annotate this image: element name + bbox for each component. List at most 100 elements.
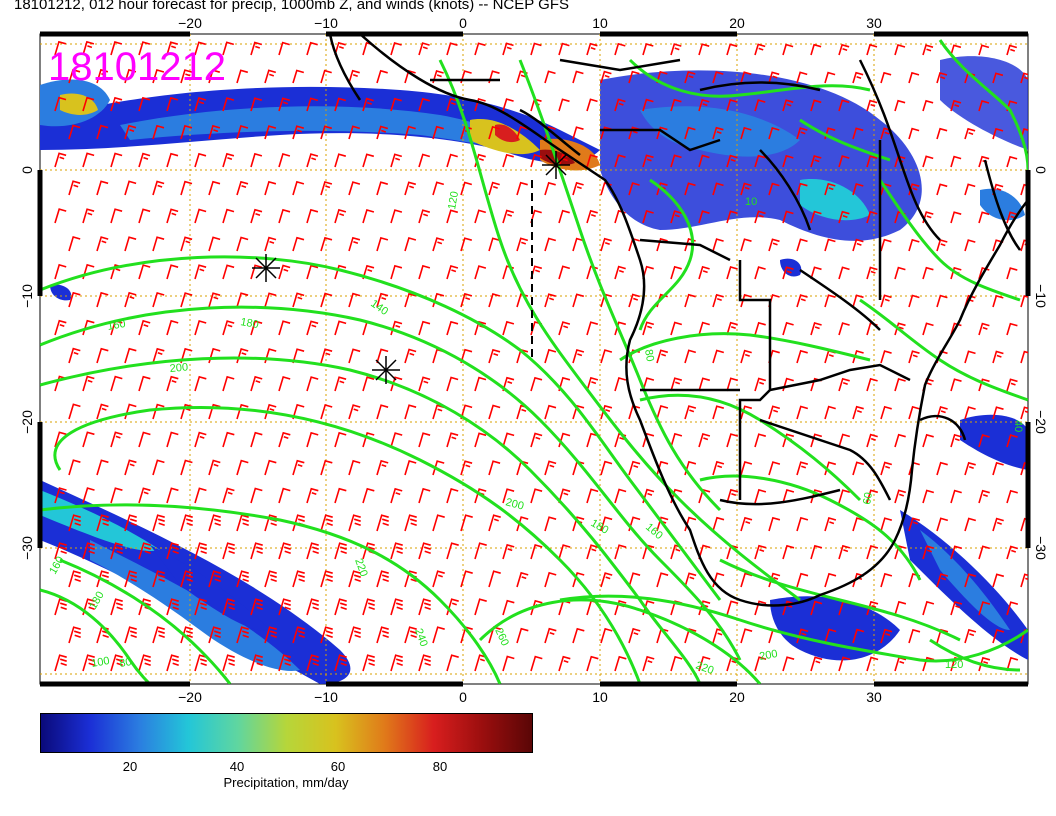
asterisk-marker [372,356,400,384]
wind-barb [810,433,823,448]
wind-barb [796,461,809,476]
wind-barb [334,542,347,560]
wind-barb [866,43,878,56]
wind-barb [334,264,347,280]
wind-barb [320,125,333,140]
wind-barb [572,126,584,140]
wind-barb [558,544,571,560]
wind-barb [362,598,375,616]
wind-barb [824,628,837,644]
wind-barb [852,350,864,364]
wind-barb [726,210,738,224]
wind-barb [670,98,682,112]
wind-barb [558,42,570,56]
wind-barb [138,431,151,448]
wind-barb [698,544,711,560]
wind-barb [908,127,920,140]
wind-barb [292,459,305,476]
wind-barb [68,124,81,140]
wind-barb [68,459,81,476]
wind-barb [922,266,934,280]
wind-barb [642,210,654,224]
y-right-label: 0 [1033,166,1049,174]
wind-barb [1020,573,1028,588]
wind-barb [166,598,179,616]
wind-barb [530,655,543,672]
x-bottom-label: 10 [592,689,608,705]
wind-barb [54,40,67,56]
wind-barb [376,69,388,84]
wind-barb [558,98,570,112]
wind-barb [726,99,738,112]
wind-barb [110,542,123,560]
wind-barb [866,545,879,560]
wind-barb [82,542,95,560]
wind-barb [698,154,710,168]
wind-barb [992,72,1004,84]
wind-barb [586,376,599,392]
wind-barb [292,626,305,644]
wind-barb [96,459,109,476]
wind-barb [628,460,641,476]
wind-barb [222,41,235,56]
wind-barb [348,404,361,420]
wind-barb [222,654,235,672]
wind-barb [110,431,123,448]
wind-barb [684,572,697,588]
wind-barb [152,403,165,420]
wind-barb [978,100,990,112]
wind-barb [208,236,221,252]
wind-barb [1020,72,1028,84]
wind-barb [96,403,109,420]
wind-barb [306,264,319,280]
wind-barb [600,627,613,644]
wind-barb [194,41,207,56]
wind-barb [656,349,669,364]
wind-barb [320,348,333,364]
wind-barb [418,264,431,280]
wind-barb [530,209,542,224]
wind-barb [950,44,962,56]
wind-barb [768,238,780,252]
wind-barb [68,626,81,644]
wind-barb [82,654,95,672]
wind-barb [796,238,808,252]
wind-barb [572,181,584,196]
wind-barb [222,598,235,616]
wind-barb [54,208,67,224]
wind-barb [614,42,626,56]
wind-barb [726,266,738,280]
wind-barb [824,294,836,308]
wind-barb [180,292,193,308]
wind-barb [208,180,221,196]
wind-barb [852,517,865,532]
wind-barb [838,155,850,168]
wind-barb [950,601,963,616]
wind-barb [208,124,221,140]
wind-barb [656,572,669,588]
wind-barb [334,431,347,448]
wind-barb [68,68,81,84]
wind-barb [754,433,767,448]
colorbar-label: Precipitation, mm/day [223,775,349,790]
wind-barb [544,460,557,476]
wind-barb [544,571,557,588]
wind-barbs [54,40,1028,672]
wind-barb [978,601,991,616]
wind-barb [334,153,347,168]
wind-barb [628,126,640,140]
wind-barb [628,182,640,196]
wind-barb [642,655,655,672]
wind-barb [670,265,682,280]
wind-barb [516,571,529,588]
wind-barb [502,42,514,56]
wind-barb [796,349,808,364]
wind-barb [432,460,445,476]
wind-barb [544,293,557,308]
wind-barb [754,43,766,56]
wind-barb [390,654,403,672]
wind-barb [166,542,179,560]
wind-barb [488,293,501,308]
wind-barb [446,376,459,392]
